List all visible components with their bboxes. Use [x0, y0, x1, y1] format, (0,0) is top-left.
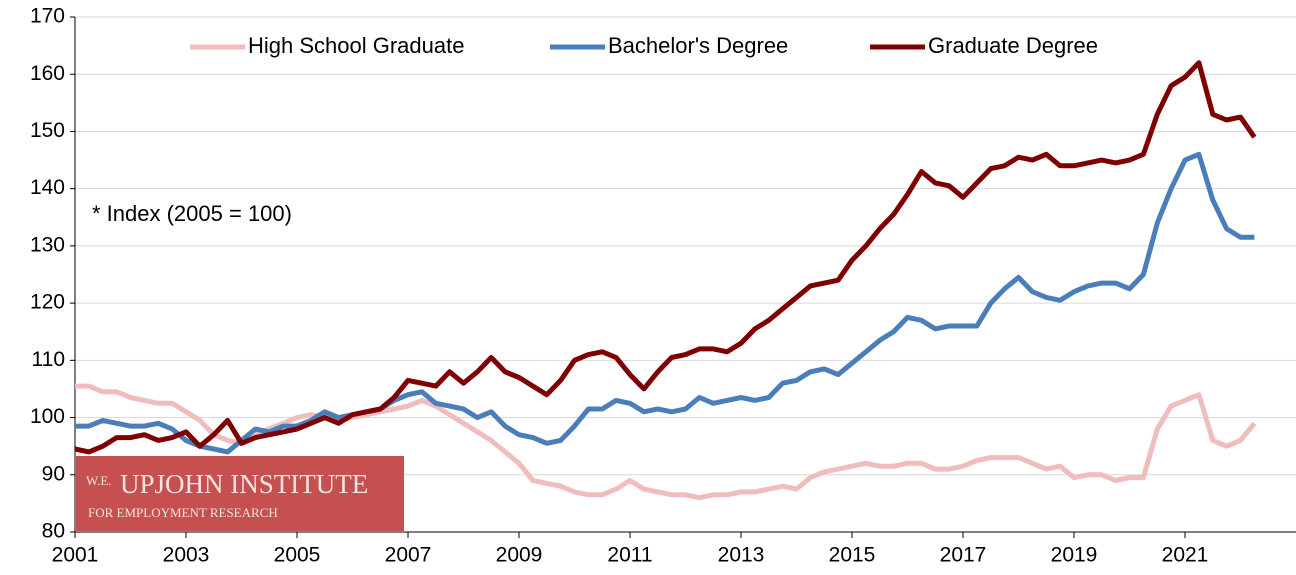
x-tick-label: 2007: [385, 544, 432, 567]
legend-label: Graduate Degree: [928, 33, 1098, 58]
x-tick-label: 2003: [163, 544, 210, 567]
x-tick-label: 2021: [1162, 544, 1209, 567]
y-tick-label: 120: [30, 291, 65, 314]
y-tick-label: 170: [30, 5, 65, 28]
y-tick-label: 140: [30, 176, 65, 199]
x-tick-label: 2005: [274, 544, 321, 567]
y-tick-label: 90: [42, 462, 65, 485]
line-series: [74, 60, 1257, 455]
x-tick-label: 2015: [829, 544, 876, 567]
logo: W.E. UPJOHN INSTITUTE FOR EMPLOYMENT RES…: [76, 456, 404, 531]
x-tick-label: 2009: [496, 544, 543, 567]
annotation: * Index (2005 = 100): [92, 201, 292, 226]
x-tick-label: 2013: [718, 544, 765, 567]
y-tick-label: 150: [30, 119, 65, 142]
y-tick-label: 110: [32, 348, 65, 371]
x-tick-label: 2011: [607, 544, 652, 567]
y-tick-label: 130: [30, 233, 65, 256]
logo-prefix: W.E.: [86, 473, 112, 488]
x-tick-label: 2017: [940, 544, 987, 567]
x-tick-label: 2019: [1051, 544, 1098, 567]
y-tick-label: 80: [42, 520, 65, 543]
line-series: [75, 383, 1257, 501]
logo-subtitle: FOR EMPLOYMENT RESEARCH: [88, 505, 278, 520]
y-tick-label: 100: [30, 405, 65, 428]
legend-label: Bachelor's Degree: [608, 33, 788, 58]
logo-box: [76, 456, 404, 531]
x-tick-label: 2001: [52, 544, 99, 567]
legend-label: High School Graduate: [248, 33, 464, 58]
y-tick-label: 160: [30, 62, 65, 85]
line-series: [75, 151, 1255, 455]
logo-name: UPJOHN INSTITUTE: [120, 469, 368, 499]
